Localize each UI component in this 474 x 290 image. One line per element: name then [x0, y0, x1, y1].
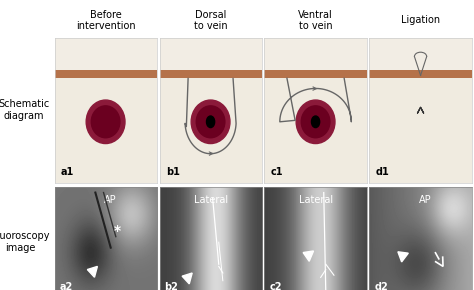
Text: Schematic
diagram: Schematic diagram — [0, 99, 50, 121]
Polygon shape — [303, 251, 313, 261]
Ellipse shape — [91, 106, 120, 138]
Text: Fluoroscopy
image: Fluoroscopy image — [0, 231, 50, 253]
Text: Ligation: Ligation — [401, 15, 440, 25]
Ellipse shape — [296, 100, 335, 144]
Text: AP: AP — [419, 195, 432, 205]
Ellipse shape — [191, 100, 230, 144]
Circle shape — [311, 116, 319, 128]
Text: Lateral: Lateral — [193, 195, 228, 205]
Text: Before
intervention: Before intervention — [76, 10, 136, 31]
Bar — [55, 78, 156, 183]
Bar — [264, 70, 367, 78]
Text: Ventral
to vein: Ventral to vein — [298, 10, 333, 31]
Bar — [264, 78, 367, 183]
Text: Dorsal
to vein: Dorsal to vein — [194, 10, 228, 31]
Text: c1: c1 — [271, 167, 283, 177]
Text: b1: b1 — [165, 167, 180, 177]
Text: Lateral: Lateral — [299, 195, 333, 205]
Bar — [159, 38, 262, 70]
Polygon shape — [182, 273, 192, 284]
Ellipse shape — [301, 106, 330, 138]
Circle shape — [207, 116, 215, 128]
Bar — [55, 38, 156, 70]
Bar — [370, 78, 472, 183]
Text: b2: b2 — [164, 282, 179, 290]
Bar — [55, 70, 156, 78]
Ellipse shape — [86, 100, 125, 144]
Bar — [159, 78, 262, 183]
Text: *: * — [114, 224, 121, 238]
Bar — [264, 38, 367, 70]
Text: AP: AP — [104, 195, 117, 205]
Text: a2: a2 — [60, 282, 73, 290]
Ellipse shape — [196, 106, 225, 138]
Text: d1: d1 — [375, 167, 389, 177]
Text: d2: d2 — [374, 282, 388, 290]
Text: a1: a1 — [61, 167, 74, 177]
Polygon shape — [87, 267, 98, 277]
Bar — [370, 70, 472, 78]
Text: c2: c2 — [270, 282, 282, 290]
Bar — [159, 70, 262, 78]
Bar — [370, 38, 472, 70]
Polygon shape — [398, 252, 408, 262]
